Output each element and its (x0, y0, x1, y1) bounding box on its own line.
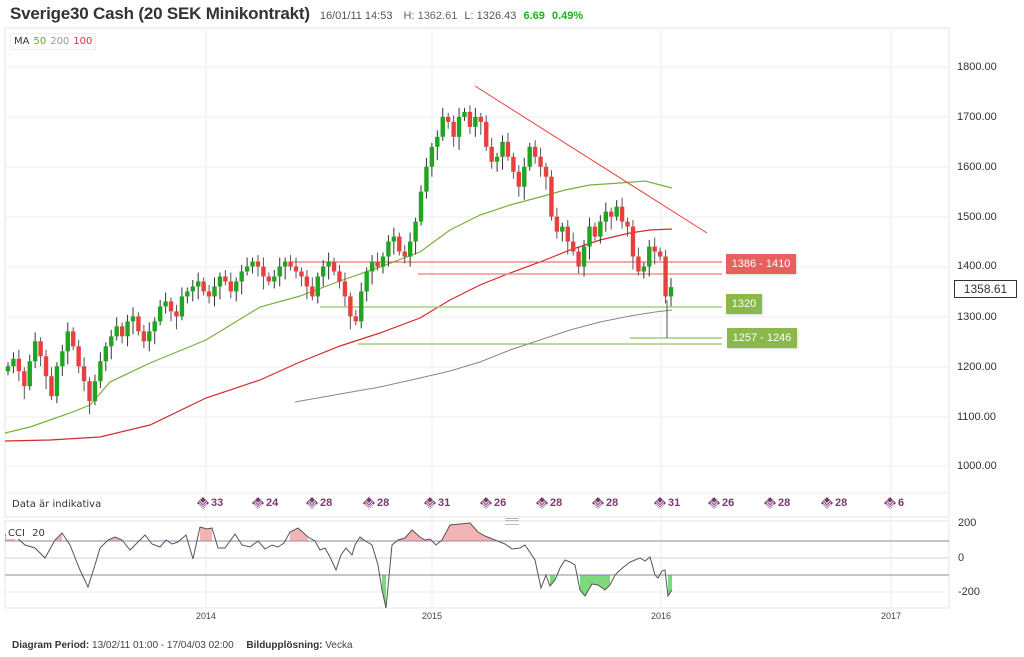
event-count: 31 (438, 497, 451, 509)
chart-footer: Diagram Period: 13/02/11 01:00 - 17/04/0… (12, 640, 353, 651)
y-tick-1300: 1300.00 (957, 311, 997, 323)
event-marker[interactable]: 6 (884, 497, 904, 509)
event-stack-icon (252, 497, 264, 509)
cci-period: 20 (32, 528, 45, 539)
ma-legend[interactable]: MA 50 200 100 (10, 33, 97, 50)
quote-timestamp: 16/01/11 14:53 (319, 10, 393, 22)
cci-line (4, 522, 673, 609)
resistance-label[interactable]: 1386 - 1410 (726, 254, 796, 274)
quote-change-pct: 0.49% (551, 10, 584, 22)
cci-tick-minus200: -200 (958, 586, 981, 598)
cci-label: CCI (8, 528, 25, 539)
event-marker[interactable]: 26 (480, 497, 506, 509)
event-marker[interactable]: 28 (363, 497, 389, 509)
event-stack-icon (654, 497, 666, 509)
price-gridlines (5, 66, 949, 494)
x-tick-2014: 2014 (195, 611, 217, 621)
event-marker[interactable]: 28 (592, 497, 618, 509)
event-marker[interactable]: 28 (536, 497, 562, 509)
support-label-1320[interactable]: 1320 (726, 294, 762, 314)
last-price-marker: 1358.61 (954, 280, 1017, 298)
x-tick-2016: 2016 (650, 611, 672, 621)
cci-legend[interactable]: CCI 20 (6, 528, 47, 539)
x-tick-2017: 2017 (880, 611, 902, 621)
pane-resize-handle[interactable] (505, 518, 519, 525)
event-stack-icon (480, 497, 492, 509)
event-marker[interactable]: 33 (197, 497, 223, 509)
ma50-line (4, 180, 673, 434)
ma50-legend: 50 (33, 36, 47, 47)
time-gridlines (205, 28, 892, 608)
event-stack-icon (536, 497, 548, 509)
cci-fill-areas (5, 523, 672, 608)
quote-change: 6.69 (523, 10, 545, 22)
cci-panel-frame (4, 520, 950, 609)
event-stack-icon (424, 497, 436, 509)
period-value: 13/02/11 01:00 - 17/04/03 02:00 (92, 640, 234, 651)
y-tick-1700: 1700.00 (957, 111, 997, 123)
resolution-label: Bildupplösning: (246, 640, 323, 651)
instrument-title: Sverige30 Cash (20 SEK Minikontrakt) (10, 4, 310, 23)
event-count: 26 (722, 497, 735, 509)
cci-gridlines (5, 540, 949, 593)
event-count: 26 (494, 497, 507, 509)
event-marker[interactable]: 28 (764, 497, 790, 509)
event-marker[interactable]: 31 (654, 497, 680, 509)
event-count: 31 (668, 497, 681, 509)
event-count: 24 (266, 497, 279, 509)
event-stack-icon (363, 497, 375, 509)
cci-tick-0: 0 (958, 552, 965, 564)
support-label-1257[interactable]: 1257 - 1246 (727, 328, 797, 348)
event-count: 28 (606, 497, 619, 509)
resistance-trendline (474, 85, 708, 234)
y-tick-1100: 1100.00 (957, 411, 996, 423)
y-tick-1000: 1000.00 (957, 460, 997, 472)
period-label: Diagram Period: (12, 640, 90, 651)
event-marker[interactable]: 28 (821, 497, 847, 509)
event-stack-icon (708, 497, 720, 509)
ma200-legend: 200 (50, 36, 70, 47)
quote-meta: 16/01/11 14:53 H: 1362.61 L: 1326.43 6.6… (320, 10, 583, 22)
event-marker[interactable]: 31 (424, 497, 450, 509)
event-marker[interactable]: 24 (252, 497, 278, 509)
event-stack-icon (306, 497, 318, 509)
event-stack-icon (764, 497, 776, 509)
resolution-value: Vecka (325, 640, 353, 651)
event-stack-icon (592, 497, 604, 509)
event-stack-icon (884, 497, 896, 509)
y-tick-1500: 1500.00 (957, 211, 997, 223)
ma200-line (294, 309, 673, 403)
event-count: 28 (377, 497, 390, 509)
event-marker[interactable]: 28 (306, 497, 332, 509)
quote-low: L: 1326.43 (464, 10, 517, 22)
event-count: 33 (211, 497, 224, 509)
ma-legend-prefix: MA (14, 36, 30, 47)
ma100-legend: 100 (73, 36, 93, 47)
event-count: 28 (778, 497, 791, 509)
chart-header: Sverige30 Cash (20 SEK Minikontrakt) 16/… (10, 4, 583, 26)
y-tick-1600: 1600.00 (957, 161, 997, 173)
event-marker[interactable]: 26 (708, 497, 734, 509)
main-panel-frame (4, 27, 950, 518)
y-tick-1400: 1400.00 (957, 260, 997, 272)
y-tick-1200: 1200.00 (957, 361, 997, 373)
y-tick-1800: 1800.00 (957, 61, 997, 73)
event-count: 28 (320, 497, 333, 509)
quote-high: H: 1362.61 (403, 10, 458, 22)
ma100-line (4, 228, 673, 442)
data-disclaimer: Data är indikativa (12, 499, 102, 510)
event-count: 28 (835, 497, 848, 509)
event-stack-icon (821, 497, 833, 509)
event-count: 6 (898, 497, 905, 509)
event-stack-icon (197, 497, 209, 509)
cci-tick-200: 200 (958, 517, 977, 529)
x-tick-2015: 2015 (421, 611, 443, 621)
candlesticks (5, 105, 674, 415)
event-count: 28 (550, 497, 563, 509)
